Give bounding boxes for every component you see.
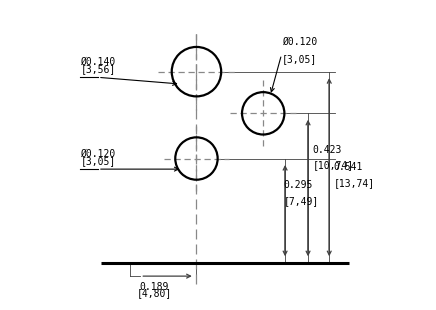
Text: [13,74]: [13,74]: [334, 178, 375, 188]
Text: [3,56]: [3,56]: [80, 64, 116, 74]
Text: [10,74]: [10,74]: [312, 160, 354, 170]
Text: [4,80]: [4,80]: [137, 288, 172, 298]
Text: 0.189: 0.189: [140, 282, 169, 292]
Text: Ø0.120: Ø0.120: [80, 148, 116, 158]
Text: [3,05]: [3,05]: [282, 54, 317, 64]
Text: 0.541: 0.541: [334, 162, 363, 172]
Text: [7,49]: [7,49]: [283, 196, 319, 206]
Text: Ø0.120: Ø0.120: [282, 37, 317, 47]
Text: [3,05]: [3,05]: [80, 156, 116, 166]
Text: Ø0.140: Ø0.140: [80, 57, 116, 67]
Text: 0.295: 0.295: [283, 180, 313, 190]
Text: 0.423: 0.423: [312, 145, 342, 155]
